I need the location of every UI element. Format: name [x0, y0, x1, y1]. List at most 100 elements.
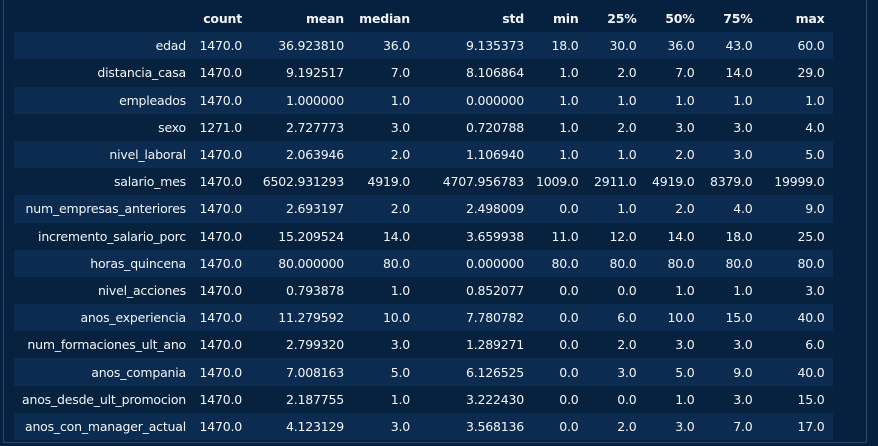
table-header: count mean median std min 25% 50% 75% max: [14, 5, 833, 33]
table-cell: 40.0: [760, 304, 833, 332]
row-label: anos_experiencia: [14, 304, 192, 332]
column-header: median: [352, 5, 418, 33]
table-cell: 60.0: [760, 32, 833, 60]
table-cell: 1.000000: [250, 86, 352, 114]
column-header: 50%: [644, 5, 703, 33]
table-row: num_formaciones_ult_ano 1470.0 2.799320 3.0…: [14, 331, 833, 359]
table-cell: 7.0: [702, 412, 761, 440]
row-label: anos_con_manager_actual: [14, 412, 192, 440]
table-cell: 5.0: [644, 358, 703, 386]
table-cell: 2.0: [586, 412, 645, 440]
table-cell: 80.000000: [250, 249, 352, 277]
table-cell: 15.0: [760, 385, 833, 413]
table-cell: 18.0: [702, 222, 761, 250]
table-cell: 2.0: [644, 140, 703, 169]
table-cell: 1.289271: [418, 331, 532, 359]
table-cell: 0.0: [586, 276, 645, 305]
table-cell: 3.0: [352, 113, 418, 141]
row-label: nivel_acciones: [14, 276, 192, 305]
table-cell: 4707.956783: [418, 168, 532, 196]
table-cell: 17.0: [760, 412, 833, 440]
table-cell: 2.799320: [250, 331, 352, 359]
table-cell: 1.0: [586, 195, 645, 223]
header-row: count mean median std min 25% 50% 75% max: [14, 5, 833, 33]
table-cell: 0.0: [532, 385, 587, 413]
table-cell: 1470.0: [192, 140, 250, 169]
table-cell: 80.0: [586, 249, 645, 277]
table-cell: 1.106940: [418, 140, 532, 169]
table-cell: 29.0: [760, 59, 833, 87]
table-cell: 3.0: [644, 113, 703, 141]
table-cell: 1470.0: [192, 412, 250, 440]
table-cell: 7.780782: [418, 304, 532, 332]
table-cell: 2.693197: [250, 195, 352, 223]
table-row: horas_quincena 1470.0 80.000000 80.0 0.00000…: [14, 249, 833, 277]
table-cell: 1.0: [586, 140, 645, 169]
table-cell: 30.0: [586, 32, 645, 60]
table-cell: 3.0: [702, 140, 761, 169]
table-body: edad 1470.0 36.923810 36.0 9.135373 18.0 30.0 3…: [14, 32, 833, 440]
output-cell: count mean median std min 25% 50% 75% max edad 14…: [4, 0, 866, 442]
column-header: count: [192, 5, 250, 33]
row-label: anos_compania: [14, 358, 192, 386]
table-cell: 4919.0: [644, 168, 703, 196]
row-label: nivel_laboral: [14, 140, 192, 169]
table-row: anos_con_manager_actual 1470.0 4.123129 3.0…: [14, 412, 833, 440]
table-cell: 1.0: [532, 86, 587, 114]
table-cell: 1.0: [352, 385, 418, 413]
table-cell: 2.187755: [250, 385, 352, 413]
row-label: distancia_casa: [14, 59, 192, 87]
table-cell: 0.000000: [418, 249, 532, 277]
table-cell: 0.0: [532, 412, 587, 440]
table-row: nivel_acciones 1470.0 0.793878 1.0 0.852077 0…: [14, 276, 833, 305]
table-cell: 19999.0: [760, 168, 833, 196]
table-cell: 4919.0: [352, 168, 418, 196]
table-cell: 1470.0: [192, 276, 250, 305]
table-cell: 6502.931293: [250, 168, 352, 196]
table-cell: 1.0: [644, 385, 703, 413]
table-cell: 1.0: [760, 86, 833, 114]
table-cell: 2.0: [586, 59, 645, 87]
table-cell: 3.0: [702, 113, 761, 141]
row-label: num_formaciones_ult_ano: [14, 331, 192, 359]
table-cell: 0.0: [532, 358, 587, 386]
table-row: anos_compania 1470.0 7.008163 5.0 6.126525 0.…: [14, 358, 833, 386]
table-cell: 9.192517: [250, 59, 352, 87]
index-header: [14, 5, 192, 33]
table-cell: 10.0: [352, 304, 418, 332]
table-cell: 1470.0: [192, 304, 250, 332]
table-cell: 3.568136: [418, 412, 532, 440]
table-cell: 36.923810: [250, 32, 352, 60]
row-label: horas_quincena: [14, 249, 192, 277]
table-cell: 0.0: [532, 276, 587, 305]
table-cell: 1470.0: [192, 385, 250, 413]
table-cell: 2.0: [352, 195, 418, 223]
table-cell: 3.0: [644, 412, 703, 440]
table-cell: 2.063946: [250, 140, 352, 169]
table-row: anos_experiencia 1470.0 11.279592 10.0 7.780…: [14, 304, 833, 332]
table-cell: 2.727773: [250, 113, 352, 141]
table-cell: 0.793878: [250, 276, 352, 305]
table-cell: 9.0: [760, 195, 833, 223]
table-cell: 9.0: [702, 358, 761, 386]
table-cell: 0.0: [532, 331, 587, 359]
table-cell: 1.0: [702, 276, 761, 305]
table-cell: 6.0: [760, 331, 833, 359]
table-cell: 1.0: [586, 86, 645, 114]
table-cell: 0.0: [586, 385, 645, 413]
table-cell: 6.126525: [418, 358, 532, 386]
table-cell: 3.0: [702, 331, 761, 359]
table-cell: 4.123129: [250, 412, 352, 440]
column-header: mean: [250, 5, 352, 33]
table-cell: 14.0: [702, 59, 761, 87]
table-cell: 3.222430: [418, 385, 532, 413]
table-cell: 10.0: [644, 304, 703, 332]
table-cell: 1470.0: [192, 86, 250, 114]
table-cell: 11.0: [532, 222, 587, 250]
table-cell: 5.0: [760, 140, 833, 169]
table-cell: 1470.0: [192, 59, 250, 87]
table-cell: 3.0: [760, 276, 833, 305]
table-cell: 1.0: [352, 86, 418, 114]
row-label: empleados: [14, 86, 192, 114]
table-cell: 0.0: [532, 304, 587, 332]
